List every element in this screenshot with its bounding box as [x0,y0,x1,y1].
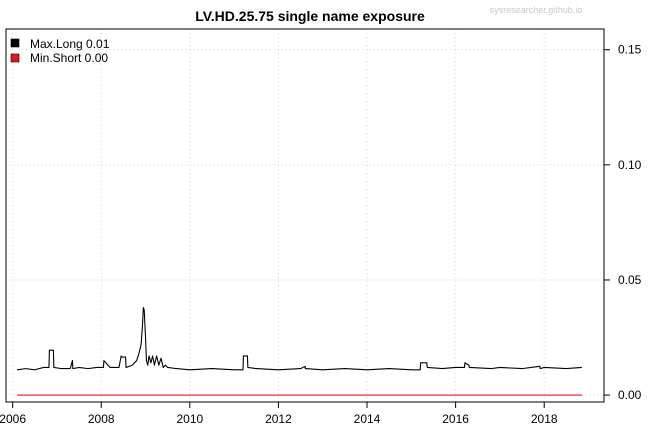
legend-label-max-long: Max.Long 0.01 [30,37,110,51]
plot-frame [5,28,605,403]
x-tick-label: 2010 [176,412,203,426]
x-tick-label: 2018 [531,412,558,426]
grid [6,29,604,402]
x-tick-label: 2008 [88,412,115,426]
legend-swatch-min-short [10,53,20,63]
legend-swatch-max-long [10,38,20,48]
series-line-max-long [16,307,582,371]
x-axis: 2006 2008 2010 2012 2014 2016 2018 [0,402,558,426]
watermark: sysresearcher.github.io [490,5,583,15]
chart-title: LV.HD.25.75 single name exposure [195,8,425,24]
x-tick-label: 2016 [442,412,469,426]
y-tick-label: 0.05 [618,273,642,287]
series-layer [16,307,582,396]
y-tick-label: 0.10 [618,158,642,172]
x-tick-label: 2006 [0,412,26,426]
x-tick-label: 2014 [354,412,381,426]
y-tick-label: 0.15 [618,43,642,57]
x-tick-label: 2012 [265,412,292,426]
y-axis: 0.00 0.05 0.10 0.15 [604,43,642,402]
legend-label-min-short: Min.Short 0.00 [30,51,108,65]
legend: Max.Long 0.01 Min.Short 0.00 [10,37,110,65]
y-tick-label: 0.00 [618,388,642,402]
